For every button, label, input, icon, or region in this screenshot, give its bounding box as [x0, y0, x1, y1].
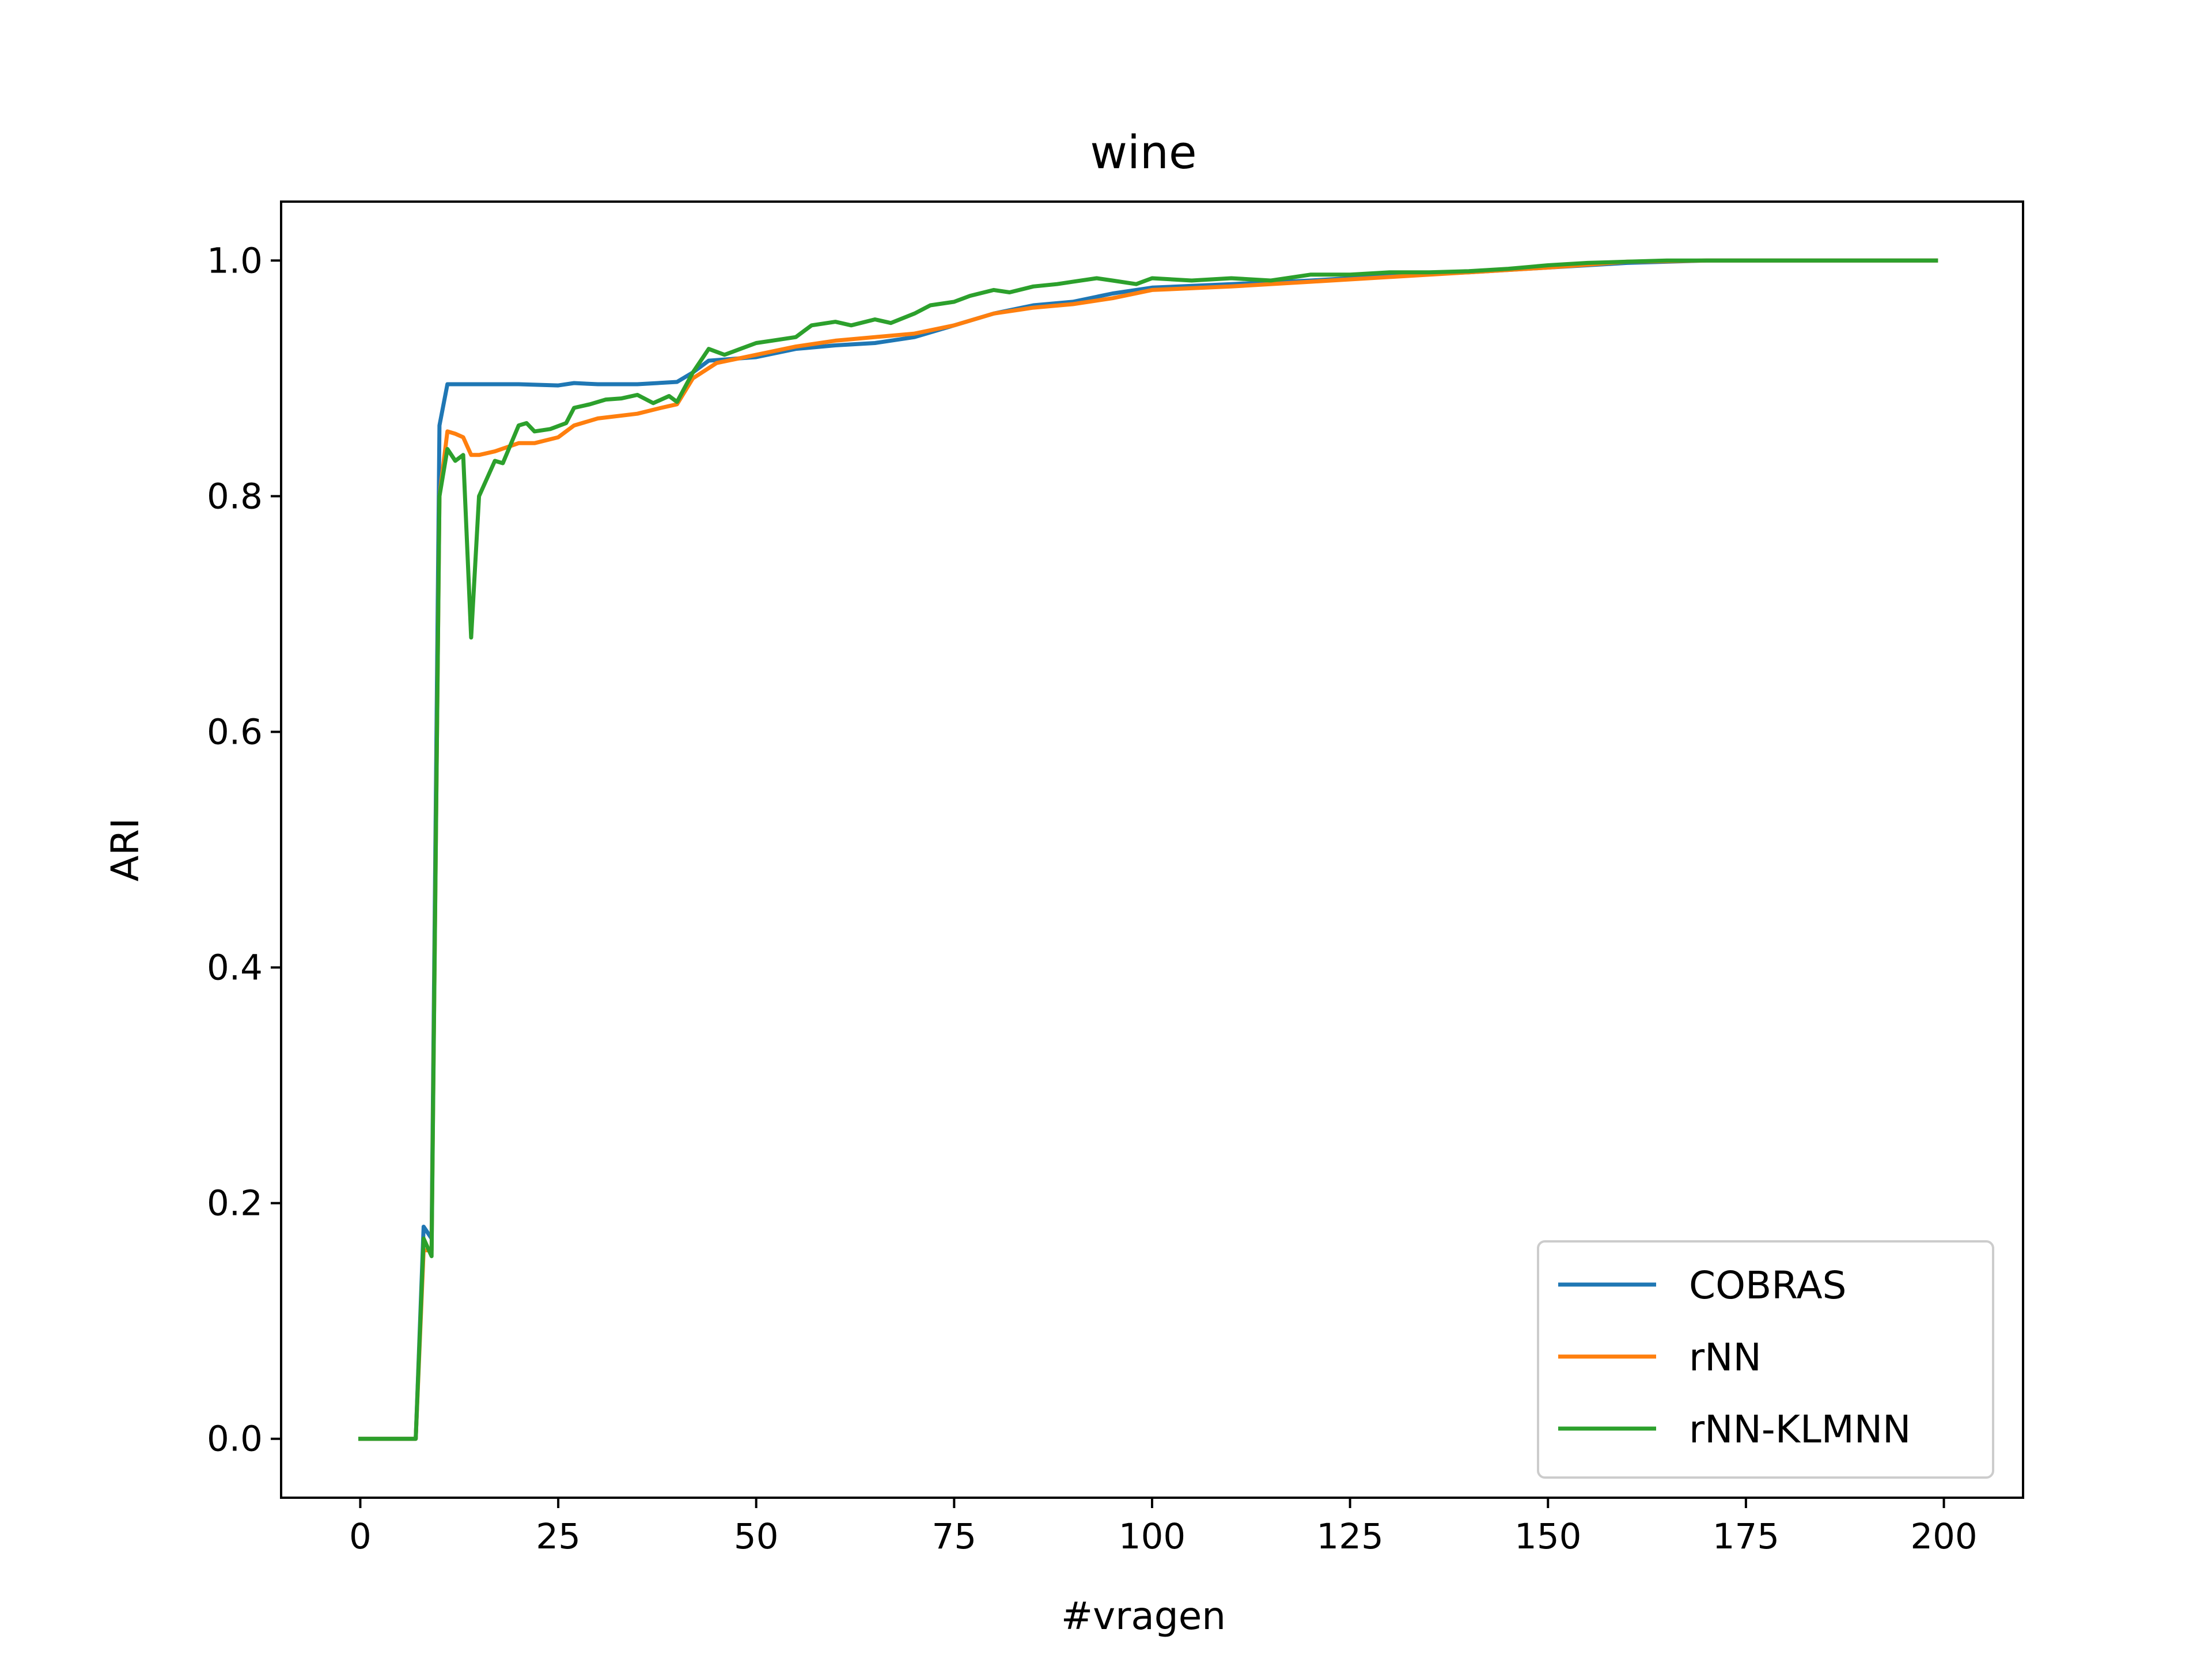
y-tick-label: 0.0 — [207, 1419, 263, 1460]
y-tick-label: 0.2 — [207, 1183, 263, 1224]
x-tick-label: 75 — [932, 1516, 977, 1557]
series-line-rnn — [358, 258, 1938, 1441]
y-tick-label: 0.6 — [207, 711, 263, 752]
legend-box — [1537, 1240, 1994, 1479]
x-axis-ticks: 0 25 50 75 100 125 150 175 200 — [349, 1498, 1978, 1557]
y-axis-ticks: 0.0 0.2 0.4 0.6 0.8 1.0 — [207, 240, 281, 1460]
x-tick-label: 50 — [734, 1516, 779, 1557]
x-tick-label: 150 — [1514, 1516, 1581, 1557]
legend-label: rNN — [1689, 1335, 1762, 1380]
legend: COBRAS rNN rNN-KLMNN — [1537, 1240, 1994, 1479]
series-line-rnn-klmnn — [358, 258, 1938, 1441]
series-layer — [358, 258, 1938, 1441]
x-tick-label: 100 — [1119, 1516, 1185, 1557]
x-tick-label: 125 — [1316, 1516, 1383, 1557]
y-tick-label: 1.0 — [207, 240, 263, 281]
legend-label: COBRAS — [1689, 1263, 1847, 1308]
x-tick-label: 25 — [536, 1516, 581, 1557]
x-axis-label: #vragen — [1061, 1594, 1226, 1638]
legend-label: rNN-KLMNN — [1689, 1407, 1911, 1452]
y-tick-label: 0.8 — [207, 476, 263, 517]
chart-title: wine — [1090, 126, 1196, 179]
y-axis-label: ARI — [103, 818, 147, 881]
x-tick-label: 0 — [349, 1516, 372, 1557]
x-tick-label: 175 — [1713, 1516, 1779, 1557]
y-tick-label: 0.4 — [207, 948, 263, 988]
x-tick-label: 200 — [1910, 1516, 1977, 1557]
